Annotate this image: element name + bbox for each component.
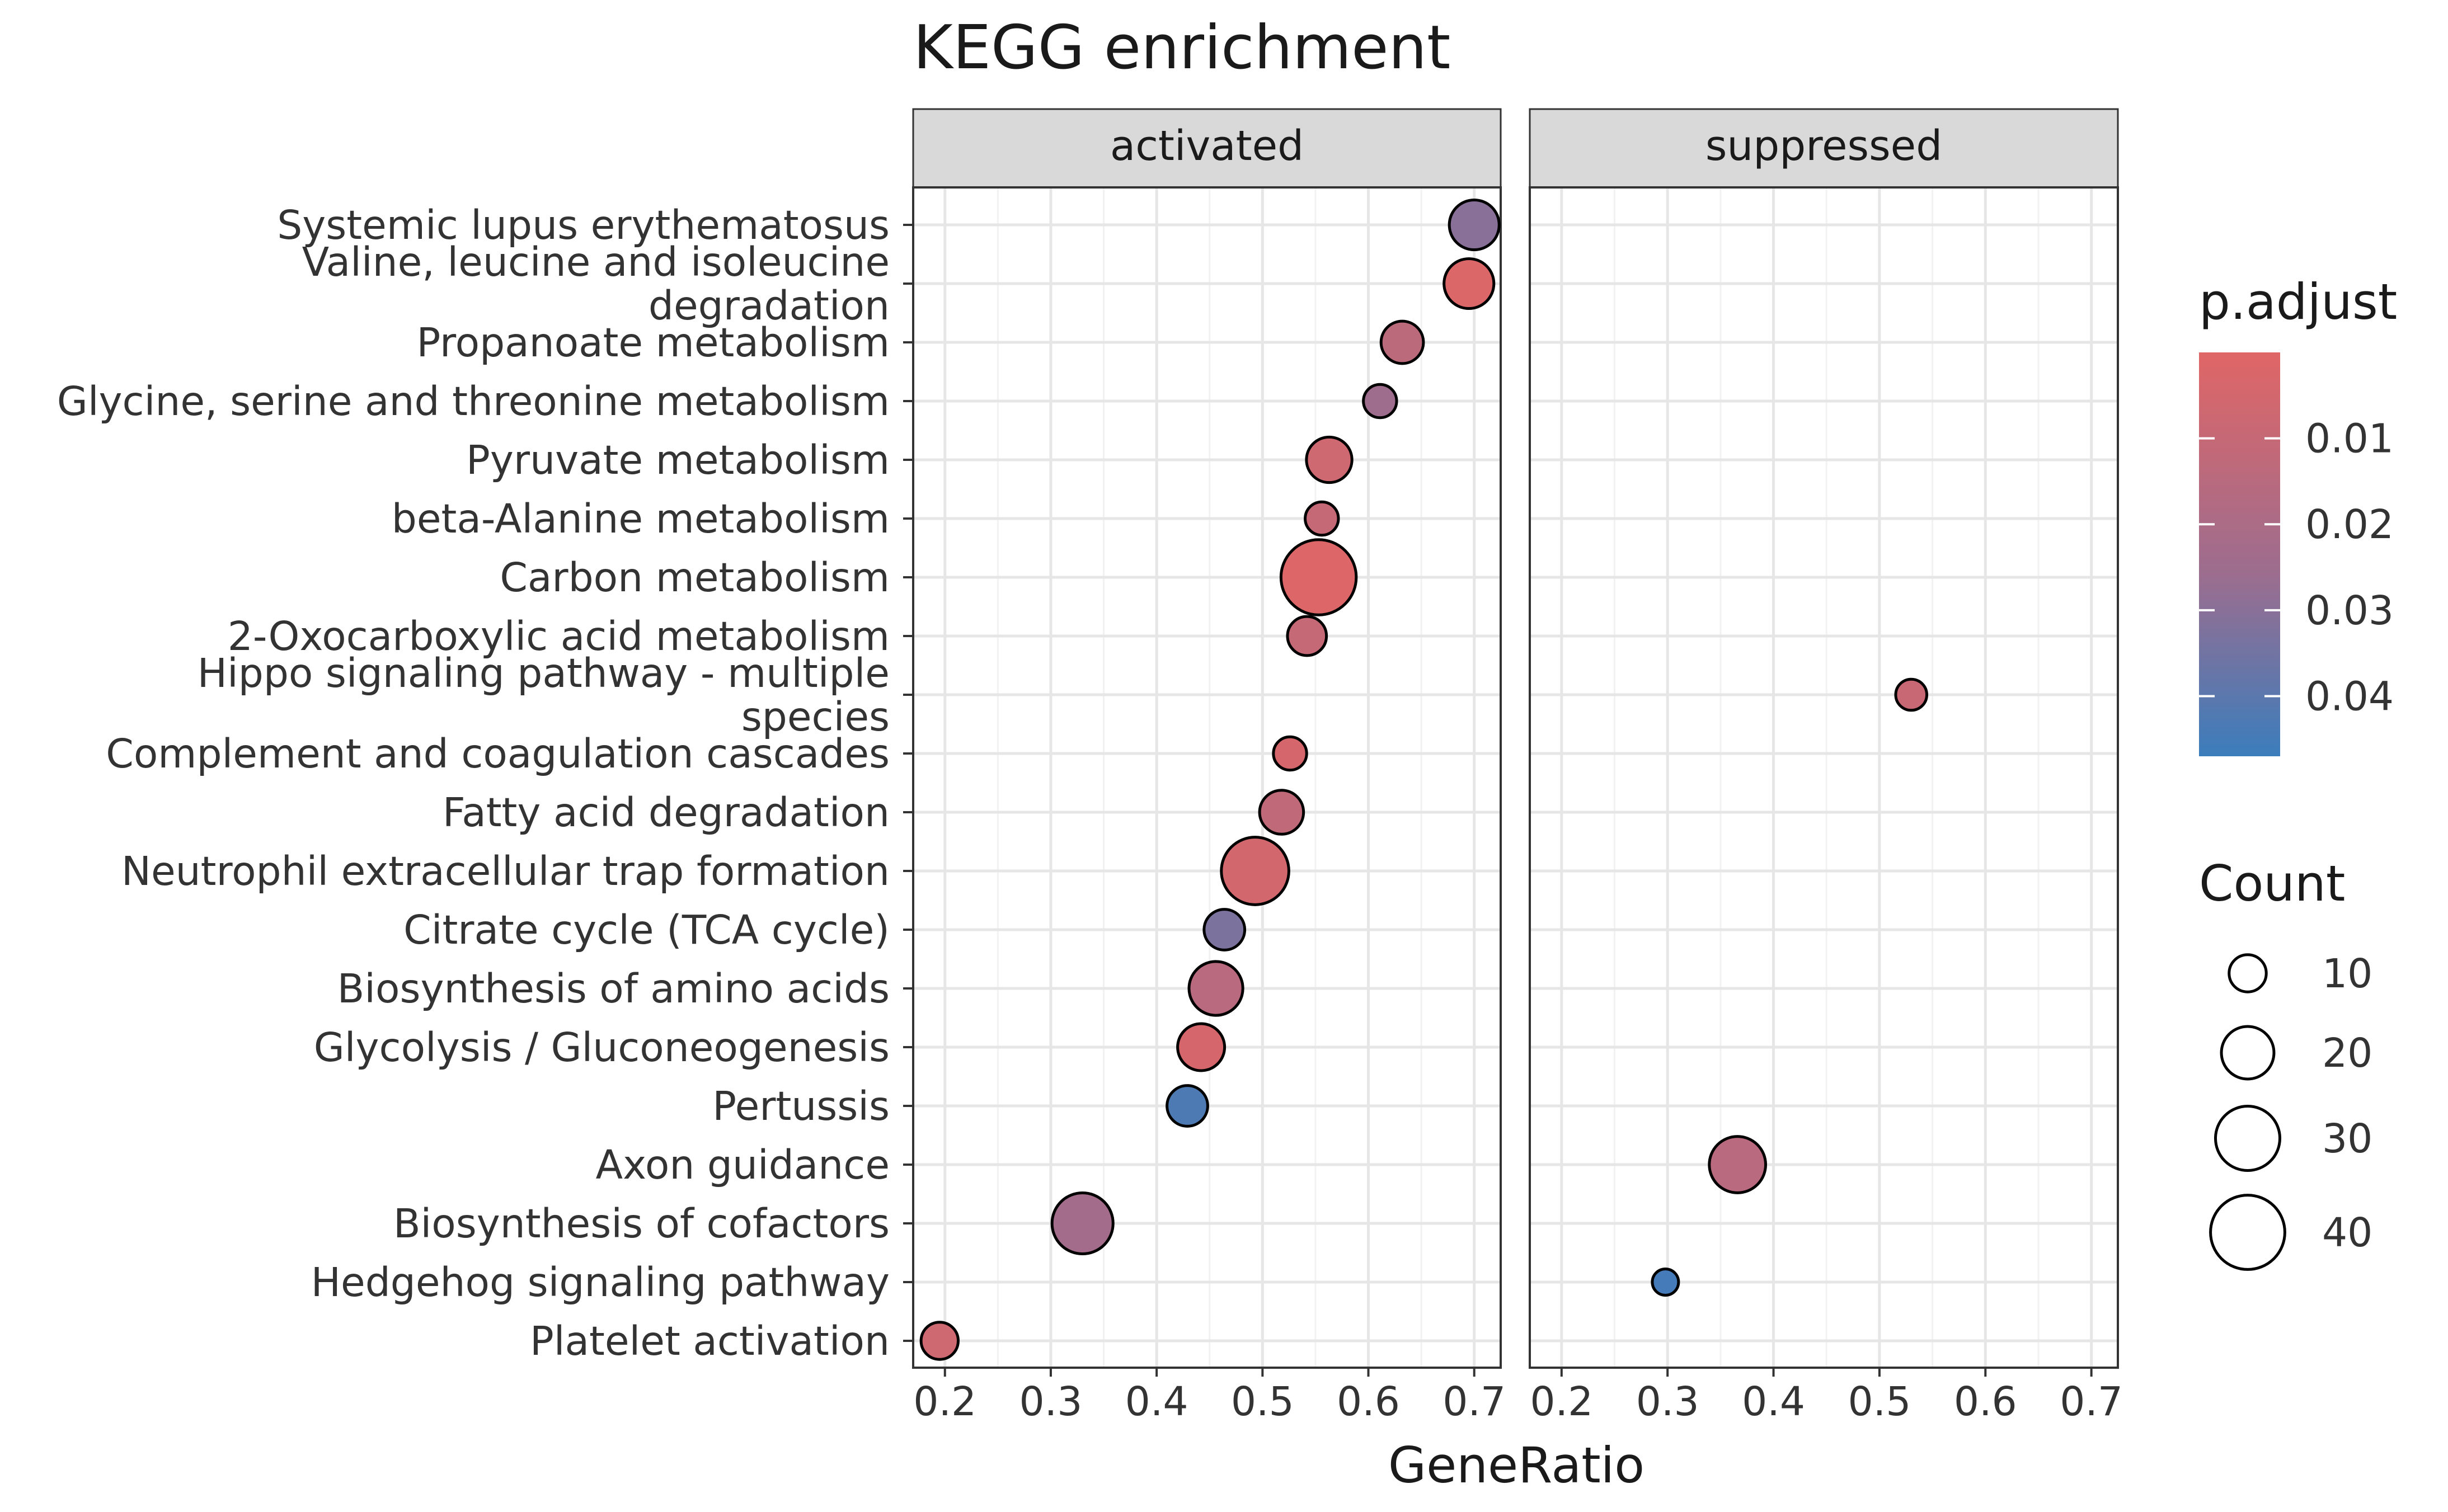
data-point (1379, 319, 1425, 365)
p-adjust-legend: p.adjust 0.01 0.02 0.03 0.04 (2199, 273, 2397, 756)
data-point (1362, 383, 1398, 420)
size-legend-key (2220, 1025, 2276, 1081)
x-tick-label: 0.7 (1443, 1378, 1506, 1425)
facet-strip (1529, 108, 2119, 189)
data-point (1305, 435, 1354, 484)
x-tick-label: 0.3 (1019, 1378, 1082, 1425)
y-tick-label: Glycine, serine and threonine metabolism (57, 378, 890, 425)
size-legend-key (2228, 953, 2268, 993)
chart-title: KEGG enrichment (913, 13, 1450, 83)
size-legend-label: 20 (2322, 1030, 2372, 1076)
x-tick-label: 0.4 (1742, 1378, 1805, 1425)
y-tick-label: Carbon metabolism (500, 554, 890, 601)
data-point (1304, 500, 1340, 537)
panel-border (912, 186, 1502, 1369)
x-tick-label: 0.6 (1337, 1378, 1400, 1425)
size-legend-key (2209, 1194, 2286, 1271)
data-point (1258, 789, 1305, 836)
count-legend: Count 10 20 30 40 (2199, 855, 2372, 1271)
colorbar-tick-label: 0.02 (2305, 501, 2394, 548)
x-tick-label: 0.5 (1231, 1378, 1294, 1425)
x-tick-label: 0.2 (1530, 1378, 1593, 1425)
facet-strip (912, 108, 1502, 189)
y-tick-label: Propanoate metabolism (416, 319, 890, 366)
colorbar-tick-label: 0.01 (2305, 416, 2394, 462)
x-tick-label: 0.7 (2060, 1378, 2123, 1425)
facet-panel-activated: activated 0.2 0.3 0.4 0.5 0.6 0.7 (912, 108, 1506, 1425)
p-adjust-legend-title: p.adjust (2199, 273, 2397, 331)
y-tick-label: Axon guidance (596, 1142, 890, 1188)
count-legend-title: Count (2199, 855, 2345, 912)
data-point (1894, 677, 1929, 712)
y-tick-label: Biosynthesis of cofactors (393, 1200, 890, 1247)
y-tick-label: Hippo signaling pathway - multiple specie… (198, 650, 890, 740)
y-tick-label: Platelet activation (530, 1318, 890, 1364)
data-point (1272, 735, 1308, 772)
y-tick-label: Glycolysis / Gluconeogenesis (314, 1024, 890, 1071)
x-tick-label: 0.4 (1125, 1378, 1188, 1425)
data-point (1279, 538, 1358, 616)
y-tick-label: Pertussis (712, 1083, 890, 1129)
facet-panels: activated 0.2 0.3 0.4 0.5 0.6 0.7 suppressed 0.2… (912, 108, 2123, 1425)
data-point (1050, 1191, 1115, 1256)
data-point (1286, 615, 1328, 657)
y-tick-label: Systemic lupus erythematosus (277, 202, 890, 248)
facet-panel-suppressed: suppressed 0.2 0.3 0.4 0.5 0.6 0.7 (1529, 108, 2123, 1425)
data-point (1651, 1268, 1680, 1297)
data-point (1708, 1135, 1768, 1194)
panel-background (913, 187, 1501, 1368)
panel-border (1529, 186, 2119, 1369)
data-point (919, 1321, 960, 1361)
size-legend-label: 40 (2322, 1209, 2372, 1256)
panel-background (1530, 187, 2118, 1368)
facet-strip-label: activated (1110, 122, 1304, 170)
x-tick-label: 0.3 (1636, 1378, 1699, 1425)
data-point (1187, 960, 1244, 1017)
y-tick-label: Fatty acid degradation (443, 789, 890, 836)
size-legend-key (2214, 1104, 2282, 1172)
size-legend-label: 30 (2322, 1115, 2372, 1162)
data-point (1166, 1084, 1209, 1128)
y-tick-label: Complement and coagulation cascades (106, 731, 890, 777)
x-tick-label: 0.6 (1954, 1378, 2017, 1425)
y-tick-label: Neutrophil extracellular trap formation (121, 848, 890, 894)
y-tick-label: beta-Alanine metabolism (392, 496, 890, 542)
x-tick-label: 0.5 (1848, 1378, 1911, 1425)
colorbar-tick-label: 0.03 (2305, 587, 2394, 634)
y-tick-label: Pyruvate metabolism (466, 437, 890, 483)
colorbar-tick-label: 0.04 (2305, 673, 2394, 719)
data-point (1443, 257, 1496, 310)
size-legend-label: 10 (2322, 950, 2372, 997)
facet-strip-label: suppressed (1705, 122, 1942, 170)
x-tick-label: 0.2 (913, 1378, 976, 1425)
p-adjust-colorbar (2199, 352, 2280, 756)
y-tick-label: Biosynthesis of amino acids (337, 965, 890, 1012)
data-point (1176, 1022, 1227, 1072)
y-tick-label: Valine, leucine and isoleucine degradatio… (302, 239, 890, 329)
y-tick-label: Hedgehog signaling pathway (311, 1259, 890, 1306)
data-point (1220, 836, 1290, 906)
y-tick-label: Citrate cycle (TCA cycle) (403, 907, 890, 953)
data-point (1202, 908, 1247, 952)
x-axis-title: GeneRatio (1388, 1436, 1644, 1494)
y-tick-label: 2-Oxocarboxylic acid metabolism (228, 613, 890, 660)
data-point (1448, 198, 1501, 252)
